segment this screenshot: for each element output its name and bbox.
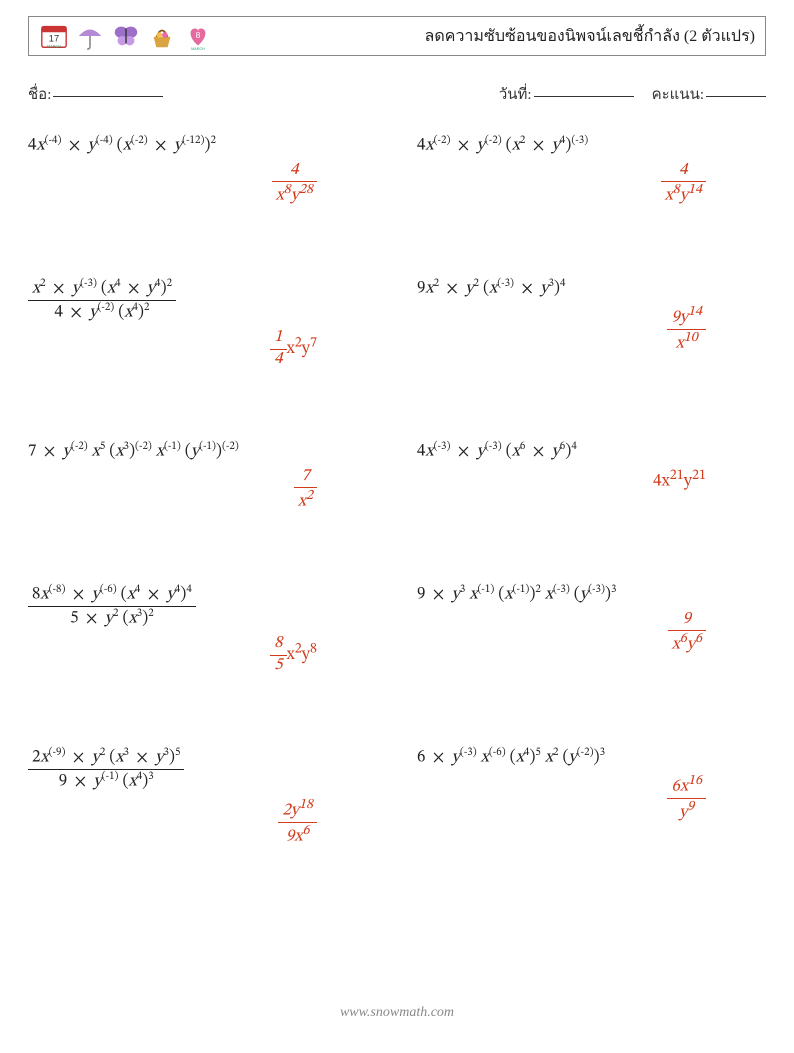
problem-answer: 2y189x6 bbox=[28, 797, 377, 848]
score-label: คะแนน: bbox=[652, 82, 704, 106]
problems-grid: 4x(-4) × y(-4) (x(-2) × y(-12))24x8y284x… bbox=[28, 134, 766, 848]
svg-text:17: 17 bbox=[49, 34, 59, 44]
problem-answer: 6x16y9 bbox=[417, 773, 766, 824]
problem-expression: 4x(-2) × y(-2) (x2 × y4)(-3) bbox=[417, 134, 766, 157]
problem-cell: 9 × y3 x(-1) (x(-1))2 x(-3) (y(-3))3 9x6y… bbox=[417, 583, 766, 676]
problem-expression: 8x(-8) × y(-6) (x4 × y4)45 × y2 (x3)2 bbox=[28, 583, 377, 630]
problem-cell: 4x(-3) × y(-3) (x6 × y6)4 4x21y21 bbox=[417, 440, 766, 513]
problem-expression: 9 × y3 x(-1) (x(-1))2 x(-3) (y(-3))3 bbox=[417, 583, 766, 606]
header-box: 17 MARCH bbox=[28, 16, 766, 56]
header-icons: 17 MARCH bbox=[39, 21, 213, 51]
worksheet-page: 17 MARCH bbox=[0, 0, 794, 1053]
meta-row: ชื่อ: วันที่: คะแนน: bbox=[28, 82, 766, 106]
problem-expression: 4x(-3) × y(-3) (x6 × y6)4 bbox=[417, 440, 766, 463]
name-blank[interactable] bbox=[53, 82, 163, 97]
worksheet-title: ลดความซับซ้อนของนิพจน์เลขชี้กำลัง (2 ตัว… bbox=[425, 24, 755, 49]
score-blank[interactable] bbox=[706, 82, 766, 97]
problem-cell: 4x(-2) × y(-2) (x2 × y4)(-3) 4x8y14 bbox=[417, 134, 766, 207]
umbrella-icon bbox=[75, 21, 105, 51]
butterfly-icon bbox=[111, 21, 141, 51]
problem-expression: 4x(-4) × y(-4) (x(-2) × y(-12))2 bbox=[28, 134, 377, 157]
date-label: วันที่: bbox=[499, 82, 532, 106]
problem-answer: 9x6y6 bbox=[417, 610, 766, 656]
problem-cell: 9x2 × y2 (x(-3) × y3)4 9y14x10 bbox=[417, 277, 766, 370]
problem-answer: 7x2 bbox=[28, 467, 377, 513]
problem-answer: 14x2y7 bbox=[28, 328, 377, 370]
problem-cell: 4x(-4) × y(-4) (x(-2) × y(-12))2 4x8y28 bbox=[28, 134, 377, 207]
basket-icon bbox=[147, 21, 177, 51]
problem-expression: x2 × y(-3) (x4 × y4)24 × y(-2) (x4)2 bbox=[28, 277, 377, 324]
problem-cell: 8x(-8) × y(-6) (x4 × y4)45 × y2 (x3)285x… bbox=[28, 583, 377, 676]
problem-expression: 2x(-9) × y2 (x3 × y3)59 × y(-1) (x4)3 bbox=[28, 746, 377, 793]
svg-text:MARCH: MARCH bbox=[47, 44, 61, 48]
problem-answer: 85x2y8 bbox=[28, 634, 377, 676]
date-blank[interactable] bbox=[534, 82, 634, 97]
problem-expression: 9x2 × y2 (x(-3) × y3)4 bbox=[417, 277, 766, 300]
problem-cell: x2 × y(-3) (x4 × y4)24 × y(-2) (x4)214x2… bbox=[28, 277, 377, 370]
problem-answer: 4x8y14 bbox=[417, 161, 766, 207]
problem-answer: 4x8y28 bbox=[28, 161, 377, 207]
footer-text: www.snowmath.com bbox=[0, 1005, 794, 1021]
problem-cell: 2x(-9) × y2 (x3 × y3)59 × y(-1) (x4)32y1… bbox=[28, 746, 377, 848]
problem-cell: 6 × y(-3) x(-6) (x4)5 x2 (y(-2))3 6x16y9 bbox=[417, 746, 766, 848]
svg-text:MARCH: MARCH bbox=[191, 47, 205, 51]
problem-expression: 7 × y(-2) x5 (x3)(-2) x(-1) (y(-1))(-2) bbox=[28, 440, 377, 463]
problem-answer: 9y14x10 bbox=[417, 304, 766, 355]
problem-expression: 6 × y(-3) x(-6) (x4)5 x2 (y(-2))3 bbox=[417, 746, 766, 769]
problem-cell: 7 × y(-2) x5 (x3)(-2) x(-1) (y(-1))(-2) 7… bbox=[28, 440, 377, 513]
problem-answer: 4x21y21 bbox=[417, 467, 766, 493]
heart-8-icon: 8 MARCH bbox=[183, 21, 213, 51]
calendar-17-icon: 17 MARCH bbox=[39, 21, 69, 51]
svg-text:8: 8 bbox=[196, 30, 201, 40]
name-label: ชื่อ: bbox=[28, 82, 51, 106]
